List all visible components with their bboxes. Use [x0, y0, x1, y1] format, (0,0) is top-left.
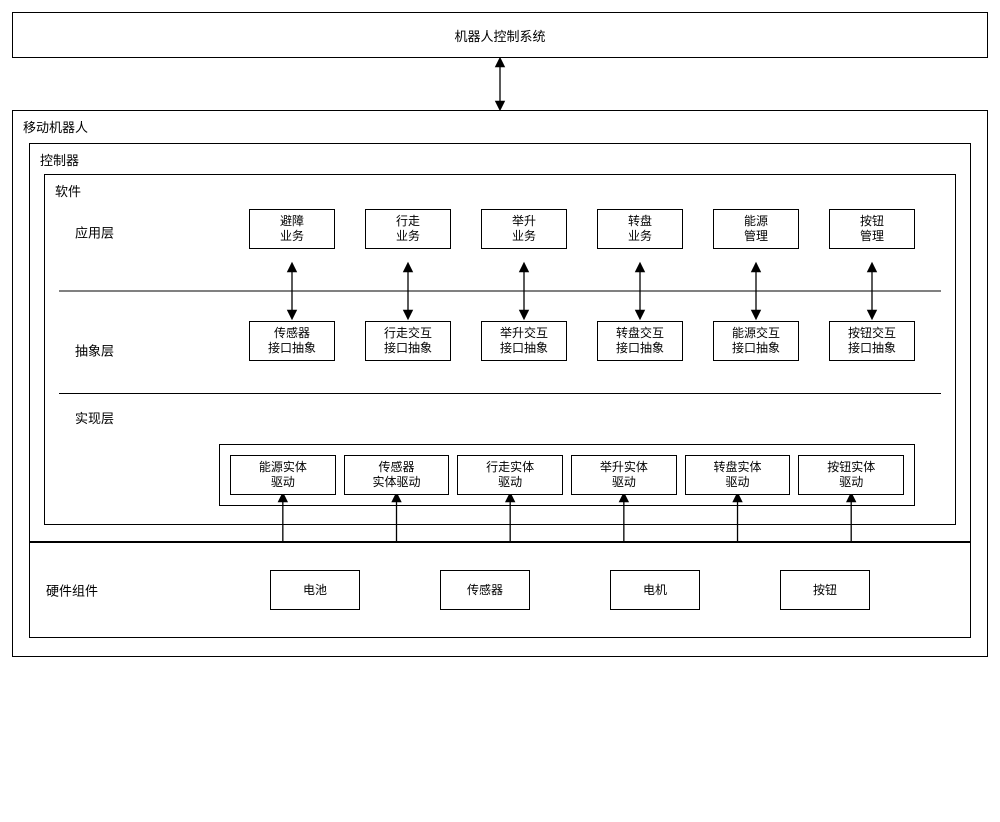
- hw-item-0: 电池: [270, 570, 360, 610]
- hw-item-3: 按钮: [780, 570, 870, 610]
- mobile-robot-title: 移动机器人: [23, 117, 88, 136]
- impl-hw-link-area: 硬件组件 电池 传感器 电机 按钮: [29, 542, 971, 638]
- app-layer-row: 应用层 避障 业务 行走 业务 举升 业务 转盘: [59, 203, 941, 261]
- app-box-3: 转盘 业务: [597, 209, 683, 249]
- abs-layer-title: 抽象层: [75, 341, 114, 360]
- abs-box-4: 能源交互 接口抽象: [713, 321, 799, 361]
- app-box-2: 举升 业务: [481, 209, 567, 249]
- app-abs-arrows: [59, 261, 941, 321]
- app-layer-title: 应用层: [75, 223, 114, 242]
- controller-box: 控制器 软件 应用层 避障 业务 行走 业务 举升: [29, 143, 971, 542]
- app-box-0: 避障 业务: [249, 209, 335, 249]
- mobile-robot-box: 移动机器人 控制器 软件 应用层 避障 业务 行走 业务: [12, 110, 988, 657]
- hardware-title: 硬件组件: [46, 581, 98, 600]
- abs-box-3: 转盘交互 接口抽象: [597, 321, 683, 361]
- impl-box-5: 按钮实体 驱动: [798, 455, 904, 495]
- top-system-label: 机器人控制系统: [454, 26, 545, 45]
- top-system-box: 机器人控制系统: [12, 12, 988, 58]
- hw-item-1: 传感器: [440, 570, 530, 610]
- abs-box-5: 按钮交互 接口抽象: [829, 321, 915, 361]
- impl-box-4: 转盘实体 驱动: [685, 455, 791, 495]
- impl-box-0: 能源实体 驱动: [230, 455, 336, 495]
- arrow-top-link: [12, 58, 988, 110]
- abs-layer-row: 抽象层 传感器 接口抽象 行走交互 接口抽象 举升交互 接口抽象: [59, 321, 941, 379]
- hw-item-2: 电机: [610, 570, 700, 610]
- impl-layer-title: 实现层: [75, 408, 114, 427]
- app-box-4: 能源 管理: [713, 209, 799, 249]
- impl-box-2: 行走实体 驱动: [457, 455, 563, 495]
- controller-title: 控制器: [40, 150, 79, 169]
- software-box: 软件 应用层 避障 业务 行走 业务 举升 业务: [44, 174, 956, 525]
- app-box-1: 行走 业务: [365, 209, 451, 249]
- impl-inner-box: 能源实体 驱动 传感器 实体驱动 行走实体 驱动 举升实体: [219, 444, 915, 506]
- software-title: 软件: [55, 181, 81, 200]
- hardware-box: 硬件组件 电池 传感器 电机 按钮: [29, 542, 971, 638]
- app-box-5: 按钮 管理: [829, 209, 915, 249]
- impl-box-1: 传感器 实体驱动: [344, 455, 450, 495]
- abs-box-2: 举升交互 接口抽象: [481, 321, 567, 361]
- abs-box-1: 行走交互 接口抽象: [365, 321, 451, 361]
- impl-layer-area: 实现层 能源实体 驱动 传感器 实体驱动 行走实体 驱动: [59, 394, 941, 506]
- impl-box-3: 举升实体 驱动: [571, 455, 677, 495]
- abs-box-0: 传感器 接口抽象: [249, 321, 335, 361]
